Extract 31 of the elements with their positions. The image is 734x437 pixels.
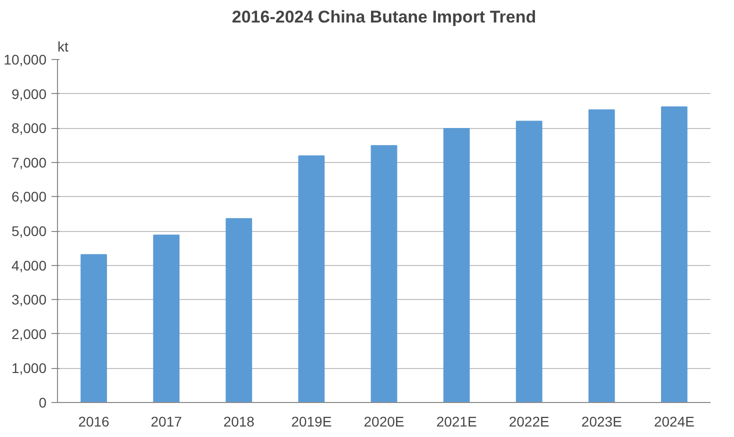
y-tick-label: 1,000 bbox=[11, 360, 47, 376]
x-tick-label: 2017 bbox=[150, 414, 182, 430]
bar bbox=[80, 254, 107, 402]
chart-title: 2016-2024 China Butane Import Trend bbox=[232, 8, 536, 26]
bar bbox=[226, 218, 252, 402]
x-tick-label: 2020E bbox=[364, 414, 404, 430]
x-tick-label: 2019E bbox=[291, 414, 332, 430]
y-tick-label: 4,000 bbox=[11, 257, 47, 274]
x-tick-label: 2023E bbox=[581, 414, 622, 430]
y-tick-label: 8,000 bbox=[11, 120, 47, 136]
y-tick-label: 2,000 bbox=[11, 326, 47, 342]
y-tick-label: 5,000 bbox=[11, 223, 47, 239]
x-tick-label: 2016 bbox=[78, 414, 110, 430]
y-tick-label: 6,000 bbox=[11, 188, 47, 205]
bar bbox=[661, 106, 688, 402]
bar bbox=[516, 120, 542, 402]
bar bbox=[588, 109, 615, 402]
bar bbox=[370, 145, 398, 402]
y-tick-label: 10,000 bbox=[4, 52, 47, 68]
y-tick-label: 0 bbox=[38, 394, 47, 410]
bar bbox=[298, 155, 325, 402]
x-tick-label: 2018 bbox=[223, 414, 255, 430]
y-tick-label: 9,000 bbox=[11, 86, 47, 102]
x-tick-label: 2022E bbox=[508, 414, 550, 430]
x-tick-label: 2021E bbox=[436, 414, 477, 430]
x-tick-label: 2024E bbox=[654, 414, 694, 430]
bar bbox=[443, 128, 470, 402]
bar bbox=[153, 234, 180, 402]
y-tick-label: 3,000 bbox=[11, 292, 47, 308]
y-axis-title: kt bbox=[58, 38, 68, 54]
y-tick-label: 7,000 bbox=[11, 154, 47, 170]
